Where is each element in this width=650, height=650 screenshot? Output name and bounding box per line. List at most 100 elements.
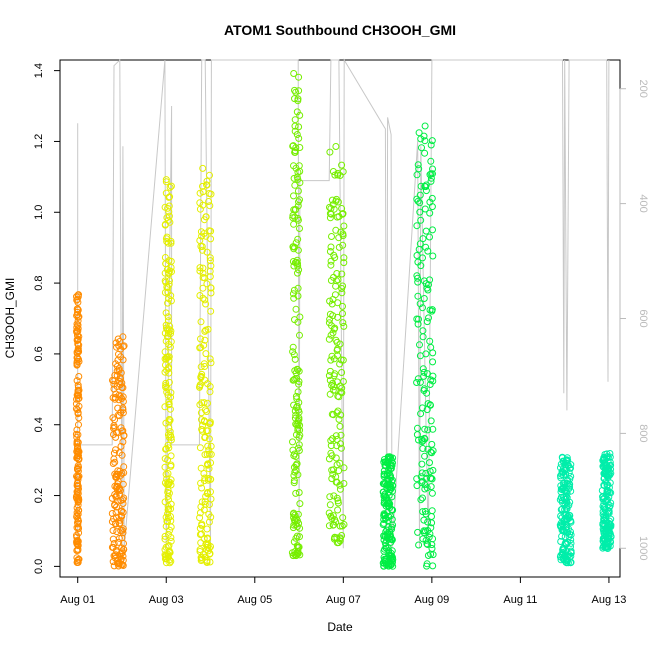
- point-s2-c1: [327, 243, 335, 251]
- point-s3-c0: [389, 506, 397, 514]
- point-s3-c1: [427, 141, 435, 149]
- point-s2-c1: [326, 390, 334, 398]
- point-s3-c1: [414, 278, 422, 286]
- point-s1-c1: [198, 484, 206, 492]
- point-s1-c0: [167, 452, 175, 460]
- point-s1-c1: [204, 489, 211, 496]
- point-s2-c0: [293, 523, 301, 530]
- point-s1-c1: [198, 246, 206, 254]
- point-s1-c1: [196, 264, 204, 272]
- point-s0-c1: [119, 384, 127, 392]
- point-s3-c1: [419, 437, 427, 445]
- point-s4-c0: [562, 488, 570, 496]
- point-s4-c1: [603, 495, 611, 503]
- point-s3-c1: [422, 243, 430, 251]
- point-s1-c0: [167, 537, 175, 545]
- point-s1-c0: [161, 535, 169, 543]
- point-s1-c0: [161, 348, 169, 356]
- point-s3-c1: [415, 165, 423, 173]
- point-s2-c0: [296, 144, 304, 151]
- point-s0-c1: [116, 519, 124, 527]
- point-s1-c1: [207, 284, 215, 292]
- point-s1-c1: [199, 188, 207, 196]
- y-axis-label: CH3OOH_GMI: [3, 278, 17, 359]
- point-s2-c1: [336, 485, 344, 493]
- point-s2-c0: [295, 367, 303, 375]
- point-s1-c1: [197, 374, 205, 382]
- point-s1-c1: [204, 460, 212, 468]
- point-s2-c1: [331, 291, 339, 299]
- point-s3-c0: [386, 480, 394, 488]
- point-s0-c1: [119, 508, 127, 516]
- point-s0-c1: [110, 449, 118, 457]
- point-s1-c1: [203, 557, 211, 564]
- point-s2-c1: [335, 243, 343, 251]
- point-s3-c1: [426, 233, 433, 241]
- x-axis: Aug 01 Aug 03 Aug 05 Aug 07 Aug 09 Aug 11 Aug …: [60, 576, 626, 606]
- point-s1-c1: [199, 164, 207, 172]
- point-s2-c1: [329, 168, 337, 175]
- point-s3-c1: [429, 535, 437, 543]
- point-s0-c1: [120, 431, 128, 439]
- point-s3-c1: [429, 252, 437, 260]
- point-s3-c1: [420, 295, 428, 302]
- point-s1-c1: [200, 535, 208, 543]
- point-s3-c1: [429, 551, 437, 559]
- point-s2-c1: [338, 161, 346, 169]
- point-s2-c1: [333, 409, 341, 417]
- point-s1-c0: [164, 204, 172, 212]
- point-s3-c1: [421, 205, 429, 213]
- point-s1-c1: [203, 450, 211, 458]
- point-s1-c0: [163, 384, 171, 392]
- point-s2-c0: [296, 111, 304, 119]
- point-s2-c0: [296, 426, 304, 434]
- point-s1-c1: [207, 227, 215, 235]
- point-s1-c0: [166, 343, 174, 351]
- point-s4-c0: [567, 543, 574, 551]
- point-s2-c0: [292, 453, 300, 460]
- point-s4-c0: [562, 526, 570, 534]
- point-s2-c0: [290, 70, 298, 77]
- point-s1-c1: [197, 344, 205, 351]
- point-s3-c1: [422, 227, 430, 235]
- point-s3-c1: [424, 286, 432, 294]
- point-s3-c1: [428, 545, 436, 552]
- point-s4-c1: [603, 453, 611, 460]
- point-s2-c0: [293, 542, 301, 550]
- point-s2-c0: [290, 472, 298, 479]
- point-s3-c0: [386, 500, 394, 508]
- point-s2-c0: [294, 269, 301, 277]
- point-s2-c0: [292, 489, 300, 497]
- point-s3-c1: [427, 376, 435, 384]
- point-s1-c1: [205, 420, 213, 427]
- point-s2-c0: [290, 220, 298, 228]
- point-s2-c1: [339, 514, 347, 522]
- y-tick-label: 0.4: [33, 417, 45, 432]
- point-s3-c1: [427, 474, 434, 482]
- point-s0-c0: [73, 305, 81, 313]
- point-s1-c1: [206, 388, 214, 396]
- point-s2-c1: [337, 356, 345, 364]
- point-s1-c1: [206, 355, 214, 363]
- point-s0-c1: [110, 422, 118, 430]
- point-s2-c0: [291, 548, 299, 556]
- point-s1-c0: [165, 530, 172, 538]
- point-s3-c1: [416, 378, 424, 386]
- point-s2-c0: [290, 521, 298, 529]
- point-s1-c0: [165, 270, 173, 278]
- point-s2-c0: [289, 214, 297, 222]
- point-s1-c1: [198, 425, 206, 433]
- point-s0-c0: [74, 313, 82, 321]
- point-s3-c1: [415, 129, 423, 137]
- point-s2-c0: [295, 134, 303, 142]
- point-s3-c1: [429, 165, 436, 173]
- point-s0-c1: [113, 362, 121, 370]
- point-s2-c1: [333, 270, 341, 277]
- point-s3-c1: [420, 132, 428, 140]
- point-s3-c1: [413, 431, 421, 439]
- point-s1-c0: [165, 424, 173, 432]
- point-s1-c1: [206, 257, 214, 265]
- point-s2-c0: [290, 479, 298, 487]
- point-s0-c0: [73, 293, 80, 301]
- point-s1-c0: [165, 295, 173, 303]
